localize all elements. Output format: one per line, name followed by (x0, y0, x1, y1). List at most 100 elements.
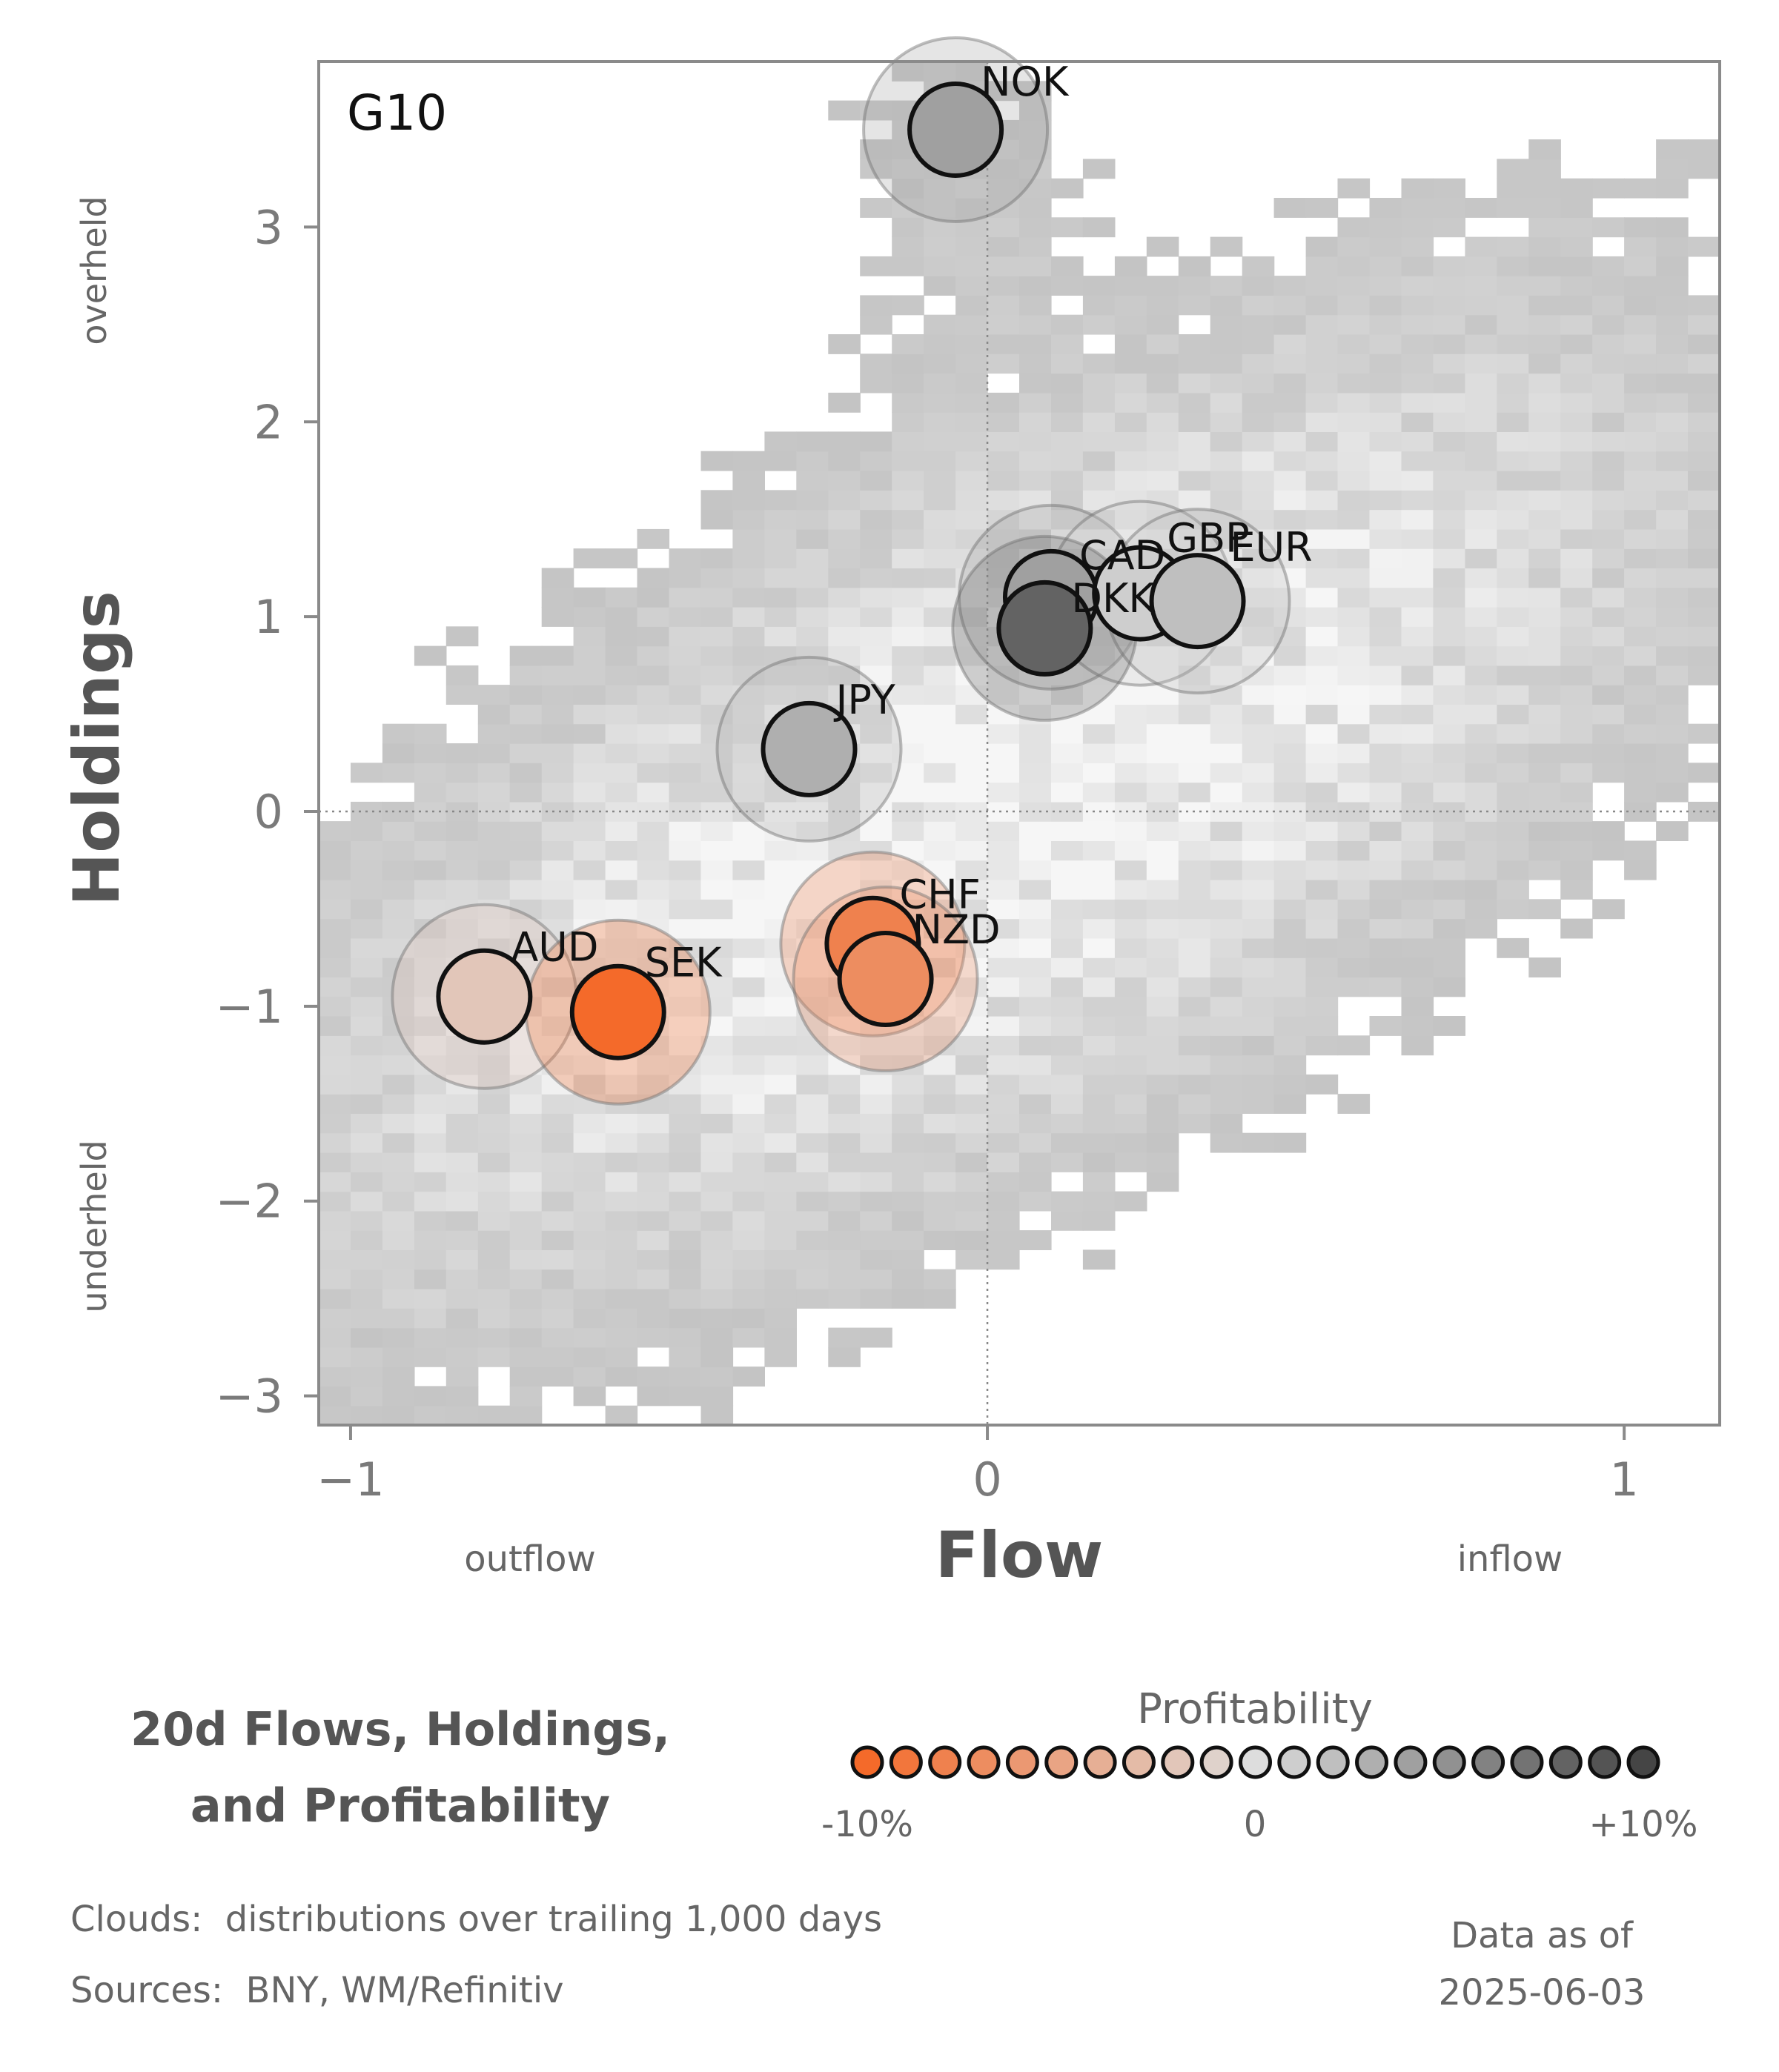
cloud-cell (1592, 334, 1625, 354)
cloud-cell (860, 1152, 892, 1172)
cloud-cell (764, 957, 797, 977)
cloud-cell (351, 1016, 383, 1036)
cloud-cell (828, 587, 861, 608)
cloud-cell (1114, 471, 1147, 491)
cloud-cell (319, 1035, 351, 1056)
cloud-cell (828, 1347, 861, 1367)
cloud-cell (1465, 899, 1497, 920)
cloud-cell (573, 860, 606, 880)
cloud-cell (1688, 509, 1720, 530)
cloud-cell (319, 1152, 351, 1172)
cloud-cell (1688, 353, 1720, 374)
cloud-cell (445, 1172, 479, 1192)
cloud-cell (1560, 373, 1593, 394)
cloud-cell (955, 353, 988, 374)
cloud-cell (351, 1152, 383, 1172)
cloud-cell (955, 431, 988, 452)
cloud-cell (1656, 373, 1689, 394)
cloud-cell (764, 1132, 797, 1153)
cloud-cell (892, 256, 924, 276)
cloud-cell (1305, 256, 1339, 276)
cloud-cell (382, 1132, 415, 1153)
cloud-cell (1114, 256, 1147, 276)
cloud-cell (732, 1172, 765, 1192)
cloud-cell (796, 490, 829, 511)
cloud-cell (1560, 295, 1593, 316)
cloud-cell (732, 1269, 765, 1289)
cloud-cell (637, 880, 670, 900)
cloud-cell (445, 880, 479, 900)
cloud-cell (924, 1016, 956, 1036)
cloud-cell (700, 957, 734, 977)
cloud-cell (828, 1269, 861, 1289)
cloud-cell (1178, 977, 1211, 997)
cloud-cell (987, 1016, 1020, 1036)
cloud-cell (1273, 471, 1307, 491)
cloud-cell (1082, 918, 1116, 939)
cloud-cell (987, 81, 1020, 102)
cloud-cell (1369, 490, 1402, 511)
cloud-cell (1528, 431, 1561, 452)
y-axis-low-label: underheld (74, 1140, 114, 1312)
cloud-cell (828, 1094, 861, 1114)
cloud-cell (414, 1172, 447, 1192)
cloud-cell (955, 548, 988, 568)
cloud-cell (414, 1152, 447, 1172)
cloud-cell (319, 918, 351, 939)
cloud-cell (860, 685, 892, 705)
cloud-cell (1656, 256, 1689, 276)
cloud-cell (1688, 587, 1720, 608)
cloud-cell (1337, 607, 1371, 627)
cloud-cell (445, 1230, 479, 1250)
cloud-cell (732, 490, 765, 511)
cloud-cell (987, 723, 1020, 744)
cloud-cell (1656, 743, 1689, 763)
cloud-cell (1242, 334, 1275, 354)
cloud-cell (1051, 743, 1084, 763)
cloud-cell (955, 880, 988, 900)
cloud-cell (1082, 645, 1116, 666)
cloud-cell (1656, 782, 1689, 803)
cloud-cell (1019, 314, 1052, 335)
cloud-cell (477, 880, 511, 900)
cloud-cell (1146, 431, 1179, 452)
cloud-cell (1497, 626, 1529, 647)
cloud-cell (1528, 334, 1561, 354)
cloud-cell (764, 1191, 797, 1212)
point-label-aud: AUD (511, 924, 598, 971)
cloud-cell (605, 1152, 638, 1172)
cloud-cell (1051, 1191, 1084, 1212)
cloud-cell (1019, 490, 1052, 511)
cloud-cell (1688, 451, 1720, 471)
cloud-cell (1497, 471, 1529, 491)
cloud-cell (892, 743, 924, 763)
cloud-cell (955, 490, 988, 511)
cloud-cell (509, 860, 543, 880)
cloud-cell (1051, 685, 1084, 705)
cloud-cell (987, 1094, 1020, 1114)
cloud-cell (892, 685, 924, 705)
cloud-cell (351, 1249, 383, 1270)
cloud-cell (477, 1269, 511, 1289)
cloud-cell (605, 1347, 638, 1367)
cloud-cell (1656, 723, 1689, 744)
cloud-cell (477, 1308, 511, 1329)
cloud-cell (541, 1289, 574, 1309)
cloud-cell (1369, 645, 1402, 666)
cloud-cell (700, 645, 734, 666)
cloud-cell (669, 1016, 702, 1036)
cloud-cell (605, 587, 638, 608)
cloud-cell (1369, 626, 1402, 647)
cloud-cell (1082, 1074, 1116, 1095)
cloud-cell (1433, 353, 1465, 374)
cloud-cell (955, 996, 988, 1017)
cloud-cell (1178, 840, 1211, 861)
cloud-cell (541, 1055, 574, 1075)
cloud-cell (1242, 587, 1275, 608)
cloud-cell (700, 587, 734, 608)
cloud-cell (860, 431, 892, 452)
cloud-cell (1465, 645, 1497, 666)
cloud-cell (924, 821, 956, 841)
point-nok (907, 82, 1004, 178)
cloud-cell (1497, 451, 1529, 471)
